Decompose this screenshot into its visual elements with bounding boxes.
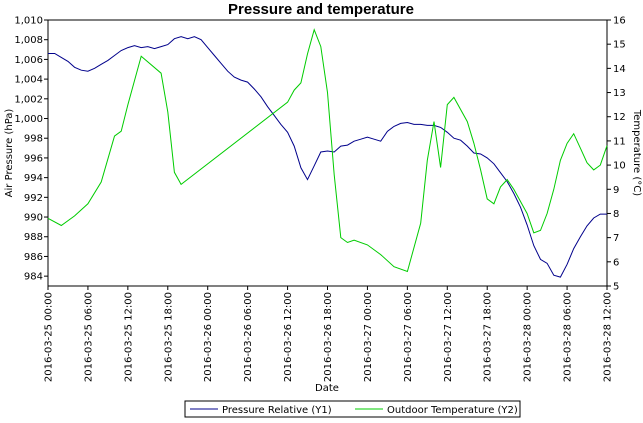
y1-tick-label: 1,000	[14, 114, 43, 125]
x-axis: 2016-03-25 00:00 2016-03-25 06:00 2016-03-…	[44, 286, 614, 382]
y2-axis: 5 6 7 8 9 10 11 12 13 14 15 16	[607, 16, 626, 293]
y1-axis-title: Air Pressure (hPa)	[4, 109, 15, 198]
y2-tick-label: 5	[613, 282, 619, 293]
y2-tick-label: 12	[613, 112, 626, 123]
x-axis-title: Date	[315, 383, 339, 394]
y2-tick-label: 10	[613, 161, 626, 172]
legend-label-temperature: Outdoor Temperature (Y2)	[387, 405, 518, 416]
plot-area	[47, 19, 608, 287]
y2-tick-label: 13	[613, 88, 626, 99]
y2-tick-label: 9	[613, 185, 619, 196]
y2-tick-label: 6	[613, 257, 619, 268]
y1-tick-label: 1,010	[14, 16, 43, 27]
x-tick-label: 2016-03-25 18:00	[163, 292, 174, 382]
x-tick-label: 2016-03-27 00:00	[363, 292, 374, 382]
legend-box	[184, 400, 521, 418]
x-tick-label: 2016-03-27 18:00	[483, 292, 494, 382]
x-tick-label: 2016-03-25 00:00	[44, 292, 55, 382]
y1-tick-label: 1,006	[14, 55, 43, 66]
x-tick-label: 2016-03-27 12:00	[443, 292, 454, 382]
y1-tick-label: 986	[24, 252, 43, 263]
x-tick-label: 2016-03-27 06:00	[403, 292, 414, 382]
y2-tick-label: 16	[613, 16, 626, 27]
y1-tick-label: 990	[24, 213, 43, 224]
y2-axis-title: Temperature (°C)	[631, 109, 642, 196]
y1-tick-label: 984	[24, 272, 43, 283]
y1-tick-label: 992	[24, 193, 43, 204]
y1-tick-label: 1,004	[14, 75, 43, 86]
y2-tick-label: 7	[613, 233, 619, 244]
series-group	[47, 28, 608, 278]
x-tick-label: 2016-03-28 12:00	[603, 292, 614, 382]
x-tick-label: 2016-03-25 06:00	[83, 292, 94, 382]
y2-tick-label: 11	[613, 136, 626, 147]
legend-label-pressure: Pressure Relative (Y1)	[222, 405, 332, 416]
y2-tick-label: 15	[613, 40, 626, 51]
x-tick-label: 2016-03-25 12:00	[123, 292, 134, 382]
chart-title: Pressure and temperature	[228, 1, 414, 18]
x-tick-label: 2016-03-26 00:00	[203, 292, 214, 382]
y1-tick-label: 998	[24, 134, 43, 145]
y1-tick-label: 1,008	[14, 35, 43, 46]
x-tick-label: 2016-03-28 06:00	[563, 292, 574, 382]
y1-tick-label: 994	[24, 173, 43, 184]
y1-axis: 984 986 988 990 992 994 996 998 1,000 1,002 1,004 1…	[14, 16, 48, 283]
legend: Pressure Relative (Y1) Outdoor Temperatu…	[184, 400, 521, 418]
y2-tick-label: 8	[613, 209, 619, 220]
x-tick-label: 2016-03-26 12:00	[283, 292, 294, 382]
x-tick-label: 2016-03-26 06:00	[243, 292, 254, 382]
y1-tick-label: 996	[24, 153, 43, 164]
y2-tick-label: 14	[613, 64, 626, 75]
temperature-series-line	[47, 28, 608, 273]
pressure-series-line	[48, 36, 607, 278]
y1-tick-label: 1,002	[14, 94, 43, 105]
x-tick-label: 2016-03-28 00:00	[523, 292, 534, 382]
y1-tick-label: 988	[24, 232, 43, 243]
x-tick-label: 2016-03-26 18:00	[323, 292, 334, 382]
